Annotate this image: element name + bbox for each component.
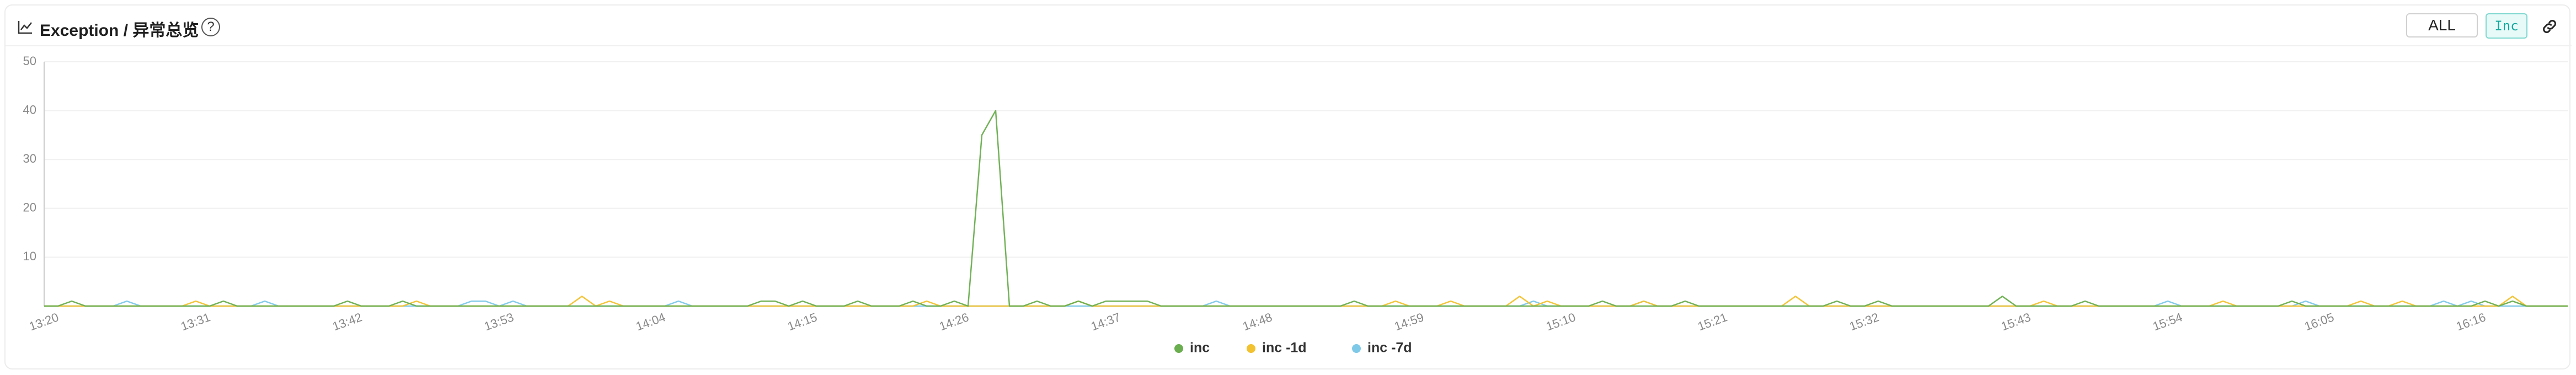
x-tick-label: 13:20 — [27, 310, 60, 333]
y-tick-label: 50 — [23, 54, 36, 68]
panel-header: Exception / 异常总览 ? ALL Inc — [6, 6, 2572, 46]
panel-card: Exception / 异常总览 ? ALL Inc — [4, 4, 2572, 369]
x-tick-label: 15:54 — [2151, 310, 2184, 333]
x-tick-label: 14:26 — [937, 310, 970, 333]
series-line — [44, 296, 2568, 307]
x-tick-label: 14:37 — [1089, 310, 1122, 333]
help-icon[interactable]: ? — [201, 18, 220, 36]
panel-title: Exception / 异常总览 — [40, 22, 199, 40]
legend-label: inc -1d — [1262, 340, 1307, 356]
x-tick-label: 15:32 — [1847, 310, 1880, 333]
all-button[interactable]: ALL — [2406, 13, 2478, 38]
x-tick-label: 13:42 — [330, 310, 364, 333]
y-tick-label: 20 — [23, 201, 36, 215]
link-icon[interactable] — [2541, 18, 2558, 35]
x-tick-label: 14:04 — [634, 310, 667, 333]
x-tick-label: 14:59 — [1392, 310, 1425, 333]
legend-marker — [1352, 344, 1361, 353]
x-tick-label: 14:48 — [1241, 310, 1274, 333]
y-tick-label: 10 — [23, 249, 36, 263]
x-tick-label: 13:53 — [482, 310, 515, 333]
x-tick-label: 15:10 — [1544, 310, 1577, 333]
legend-label: inc — [1190, 340, 1210, 356]
x-tick-label: 13:31 — [179, 310, 212, 333]
legend-marker — [1247, 344, 1255, 353]
y-tick-label: 40 — [23, 103, 36, 116]
series-line — [44, 110, 2568, 307]
legend-marker — [1174, 344, 1183, 353]
inc-button[interactable]: Inc — [2486, 13, 2527, 39]
x-tick-label: 14:15 — [785, 310, 819, 333]
x-tick-label: 15:21 — [1696, 310, 1729, 333]
x-tick-label: 16:16 — [2454, 310, 2487, 333]
legend-label: inc -7d — [1367, 340, 1412, 356]
chart-icon — [18, 21, 32, 34]
x-tick-label: 16:05 — [2302, 310, 2335, 333]
y-tick-label: 30 — [23, 152, 36, 165]
x-tick-label: 15:43 — [1999, 310, 2032, 333]
